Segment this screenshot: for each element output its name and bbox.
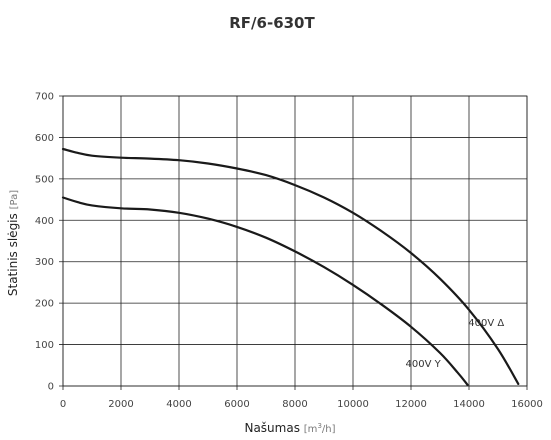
y-tick-label: 600 — [35, 133, 54, 144]
x-axis-label: Našumas [m3/h] — [244, 421, 335, 435]
x-tick-label: 10000 — [337, 399, 369, 410]
y-tick-label: 500 — [35, 174, 54, 185]
plot-frame — [62, 95, 528, 387]
x-tick-label: 8000 — [282, 399, 307, 410]
series-line — [61, 196, 469, 386]
x-tick-label: 14000 — [453, 399, 485, 410]
grid — [59, 95, 528, 390]
y-tick-label: 100 — [35, 340, 54, 351]
y-tick-label: 200 — [35, 299, 54, 310]
x-tick-label: 6000 — [224, 399, 249, 410]
series-label: 400V Y — [406, 359, 442, 370]
x-tick-label: 0 — [60, 399, 66, 410]
series-lines — [61, 147, 520, 386]
y-tick-label: 700 — [35, 92, 54, 103]
series-line — [61, 147, 520, 385]
x-tick-label: 4000 — [166, 399, 191, 410]
series-label: 400V Δ — [468, 318, 504, 329]
y-tick-label: 0 — [48, 382, 54, 393]
y-tick-label: 400 — [35, 216, 54, 227]
series-labels: 400V Δ 400V Y — [406, 318, 505, 370]
x-tick-label: 12000 — [395, 399, 427, 410]
y-tick-label: 300 — [35, 257, 54, 268]
x-tick-labels: 0 2000 4000 6000 8000 10000 12000 14000 16000 — [60, 399, 543, 410]
y-tick-labels: 0 100 200 300 400 500 600 700 — [35, 92, 54, 393]
y-axis-label: Statinis slėgis [Pa] — [6, 190, 20, 296]
chart-title: RF/6-630T — [229, 14, 315, 32]
x-tick-label: 16000 — [511, 399, 543, 410]
x-tick-label: 2000 — [108, 399, 133, 410]
